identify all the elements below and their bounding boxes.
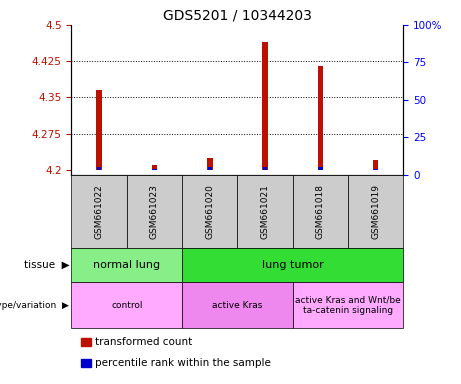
Text: active Kras: active Kras [212, 301, 263, 310]
Text: tissue  ▶: tissue ▶ [24, 260, 69, 270]
Bar [96, 90, 102, 170]
Text: GSM661023: GSM661023 [150, 184, 159, 238]
Title: GDS5201 / 10344203: GDS5201 / 10344203 [163, 8, 312, 22]
Bar [262, 42, 268, 170]
Text: lung tumor: lung tumor [262, 260, 324, 270]
Bar [318, 167, 323, 170]
Bar [373, 169, 378, 170]
Text: active Kras and Wnt/be
ta-catenin signaling: active Kras and Wnt/be ta-catenin signal… [295, 296, 401, 315]
Text: normal lung: normal lung [93, 260, 160, 270]
Bar [152, 169, 157, 170]
Bar [207, 167, 212, 170]
Bar [207, 158, 213, 170]
Text: GSM661018: GSM661018 [316, 184, 325, 239]
Text: control: control [111, 301, 142, 310]
Text: GSM661019: GSM661019 [371, 184, 380, 239]
Text: GSM661022: GSM661022 [95, 184, 104, 238]
Text: percentile rank within the sample: percentile rank within the sample [95, 358, 272, 368]
Text: genotype/variation  ▶: genotype/variation ▶ [0, 301, 69, 310]
Text: GSM661020: GSM661020 [205, 184, 214, 238]
Text: GSM661021: GSM661021 [260, 184, 270, 238]
Bar [152, 165, 157, 170]
Bar [97, 167, 101, 170]
Bar [263, 167, 267, 170]
Bar [318, 66, 323, 170]
Bar [373, 160, 378, 170]
Text: transformed count: transformed count [95, 337, 193, 347]
